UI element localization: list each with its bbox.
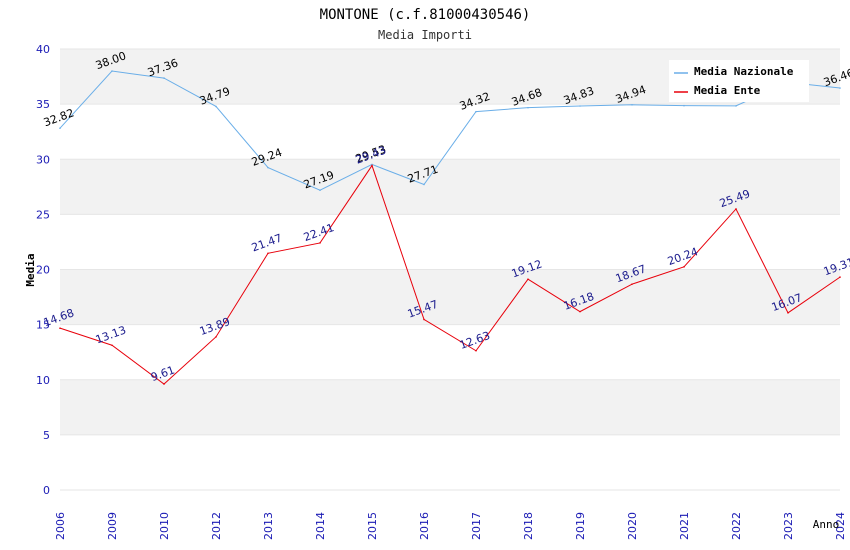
x-tick-label: 2023 (782, 512, 795, 540)
x-tick-label: 2013 (262, 512, 275, 540)
data-point (683, 266, 685, 268)
legend-box (669, 60, 809, 102)
x-tick-label: 2020 (626, 512, 639, 540)
chart-title: MONTONE (c.f.81000430546) (320, 7, 531, 23)
data-point (839, 276, 841, 278)
grid-band (60, 214, 840, 270)
legend: Media Nazionale Media Ente (669, 60, 809, 102)
data-point (215, 336, 217, 338)
grid-lines (60, 48, 840, 491)
data-point (163, 383, 165, 385)
data-point (735, 105, 737, 107)
grid-band (60, 269, 840, 325)
data-point (319, 242, 321, 244)
data-point (839, 87, 841, 89)
x-tick-labels: 2006 2009 2010 2012 2013 2014 2015 2016 2017 2018… (54, 512, 847, 540)
series-line-media-nazionale (59, 70, 841, 191)
y-tick-label: 30 (36, 153, 50, 166)
y-tick-label: 15 (36, 319, 50, 332)
data-point (631, 283, 633, 285)
x-tick-label: 2024 (834, 512, 847, 540)
x-tick-label: 2021 (678, 512, 691, 540)
x-tick-label: 2006 (54, 512, 67, 540)
x-tick-label: 2018 (522, 512, 535, 540)
x-tick-label: 2014 (314, 512, 327, 540)
y-tick-label: 35 (36, 98, 50, 111)
data-point (111, 70, 113, 72)
y-tick-label: 10 (36, 374, 50, 387)
grid-band (60, 379, 840, 435)
grid-band (60, 159, 840, 215)
y-tick-label: 40 (36, 43, 50, 56)
series-line-media-ente (59, 164, 841, 385)
data-point (683, 104, 685, 107)
data-point (267, 166, 269, 169)
data-point (59, 127, 61, 129)
data-point (475, 110, 477, 113)
data-point (631, 103, 633, 106)
data-point (423, 318, 425, 321)
data-point (59, 327, 61, 329)
x-tick-label: 2009 (106, 512, 119, 540)
x-tick-label: 2010 (158, 512, 171, 540)
data-point (475, 349, 477, 352)
x-tick-label: 2015 (366, 512, 379, 540)
legend-label-media-ente: Media Ente (694, 84, 761, 97)
data-point (579, 105, 581, 107)
y-tick-label: 20 (36, 264, 50, 277)
data-point (163, 77, 165, 79)
x-axis-label: Anno (813, 518, 840, 531)
data-point (787, 312, 789, 314)
data-point (579, 310, 581, 313)
y-tick-label: 25 (36, 208, 50, 221)
x-tick-label: 2022 (730, 512, 743, 540)
data-point (319, 189, 321, 192)
grid-band (60, 104, 840, 160)
data-point (527, 278, 529, 281)
grid-band (60, 434, 840, 490)
chart-subtitle: Media Importi (378, 28, 472, 42)
data-point (111, 344, 113, 347)
data-point (423, 183, 425, 186)
data-point (371, 163, 373, 166)
y-tick-labels: 0 5 10 15 20 25 30 35 40 (36, 43, 50, 497)
data-point (371, 164, 373, 167)
data-point (267, 252, 269, 255)
legend-label-media-nazionale: Media Nazionale (694, 65, 794, 78)
x-tick-label: 2019 (574, 512, 587, 540)
x-tick-label: 2016 (418, 512, 431, 540)
data-point (527, 106, 529, 109)
y-tick-label: 0 (43, 484, 50, 497)
x-tick-label: 2012 (210, 512, 223, 540)
data-point (735, 208, 737, 210)
y-tick-label: 5 (43, 429, 50, 442)
grid-bands (60, 49, 840, 490)
grid-band (60, 324, 840, 380)
data-point (215, 105, 217, 108)
y-axis-label: Media (24, 253, 37, 286)
x-tick-label: 2017 (470, 512, 483, 540)
